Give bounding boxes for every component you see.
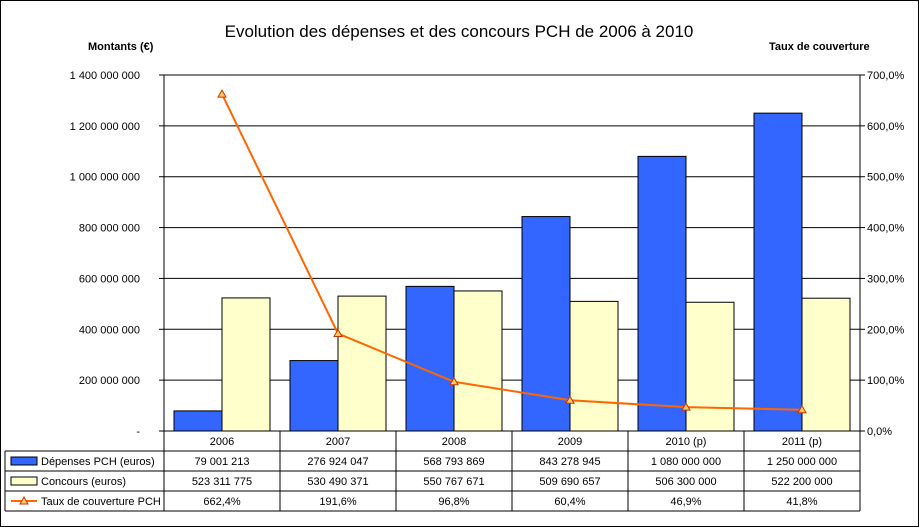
y-left-tick-label: - [136,426,140,438]
y-left-tick-label: 1 200 000 000 [70,121,140,133]
table-cell-value: 530 490 371 [307,476,368,488]
y-right-tick-label: 100,0% [867,375,905,387]
y-left-tick-label: 600 000 000 [79,273,140,285]
table-cell-value: 523 311 775 [192,476,252,488]
y-right-tick-label: 200,0% [867,324,905,336]
y-left-tick-label: 200 000 000 [79,375,140,387]
y-left-tick-label: 1 000 000 000 [70,172,140,184]
line-marker [565,395,575,404]
bar-concours [221,297,271,432]
x-tick-label: 2011 (p) [782,436,822,448]
table-cell-value: 506 300 000 [655,476,716,488]
bar-depenses [521,216,571,432]
y-right-tick-label: 400,0% [867,223,905,235]
table-cell-value: 550 767 671 [423,476,484,488]
table-cell-value: 79 001 213 [194,456,249,468]
line-taux-couverture [221,93,803,411]
bar-concours [453,290,503,432]
bar-concours [569,300,619,432]
table-cell-value: 662,4% [203,496,241,508]
y-left-tick-label: 400 000 000 [79,324,140,336]
line-marker [449,376,459,386]
y-right-tick-label: 700,0% [867,70,905,82]
x-tick-label: 2009 [558,436,582,448]
line-marker [681,402,691,411]
table-cell-value: 46,9% [670,496,701,508]
table-cell-value: 843 278 945 [539,456,600,468]
bar-depenses [289,360,339,432]
table-cell-value: 41,8% [786,496,817,508]
line-marker [797,404,807,414]
legend-label: Taux de couverture PCH [41,496,161,508]
y-left-tick-label: 1 400 000 000 [70,70,140,82]
y-right-tick-label: 500,0% [867,172,905,184]
table-cell-value: 522 200 000 [771,476,832,488]
y-left-tick-label: 800 000 000 [79,223,140,235]
table-cell-value: 509 690 657 [539,476,600,488]
line-marker [217,89,227,98]
table-cell-value: 1 080 000 000 [651,456,721,468]
legend-key-depenses [10,456,38,466]
bar-depenses [405,285,455,432]
table-cell-value: 96,8% [438,496,469,508]
y-axis-right-title: Taux de couverture [769,41,870,53]
table-cell-value: 568 793 869 [423,456,484,468]
bar-concours [337,295,387,432]
table-cell-value: 191,6% [319,496,357,508]
table-cell-value: 1 250 000 000 [767,456,837,468]
legend-label: Dépenses PCH (euros) [41,456,155,468]
y-axis-left-title: Montants (€) [88,41,154,53]
y-right-tick-label: 0,0% [867,426,892,438]
bar-depenses [753,112,803,432]
chart-title: Evolution des dépenses et des concours P… [225,22,694,41]
bar-concours [801,297,851,432]
table-cell-value: 276 924 047 [307,456,368,468]
bar-depenses [637,155,687,432]
y-right-tick-label: 600,0% [867,121,905,133]
x-tick-label: 2006 [210,436,234,448]
legend-key-taux-marker [19,495,29,505]
line-marker [333,328,343,338]
x-tick-label: 2010 (p) [666,436,707,448]
x-tick-label: 2007 [326,436,350,448]
legend-key-concours [10,476,38,486]
legend-label: Concours (euros) [41,476,126,488]
bar-depenses [173,410,223,432]
table-cell-value: 60,4% [554,496,585,508]
x-tick-label: 2008 [442,436,466,448]
y-right-tick-label: 300,0% [867,273,905,285]
bar-concours [685,301,735,432]
